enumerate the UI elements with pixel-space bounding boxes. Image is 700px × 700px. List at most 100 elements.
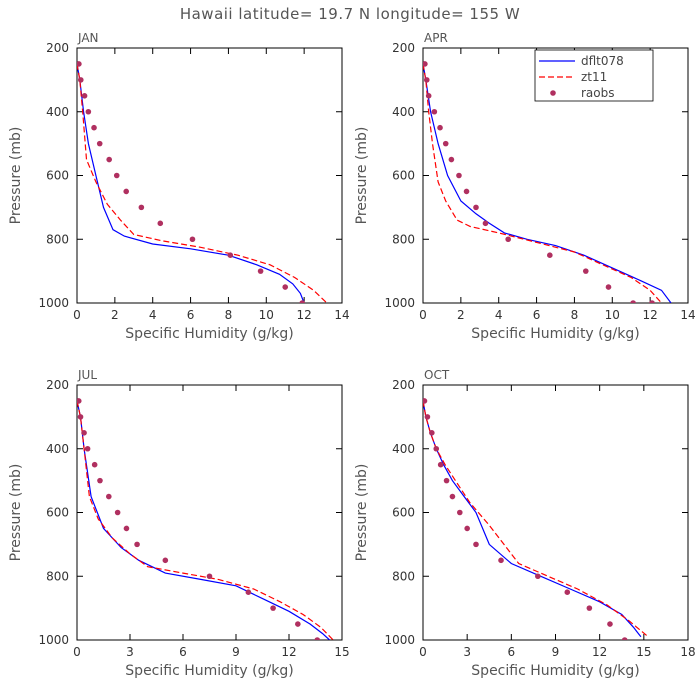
data-point-raobs [564,589,571,595]
data-point-raobs [535,573,541,580]
panel-title: OCT [424,368,450,382]
series-line-dflt078 [77,63,305,303]
data-point-raobs [621,637,628,640]
data-point-raobs [91,461,98,468]
series-raobs [423,398,628,640]
y-tick-label: 1000 [38,296,69,310]
legend: dflt078 zt11 raobs [534,49,654,102]
y-tick-label: 1000 [384,296,415,310]
data-point-raobs [423,398,428,404]
x-tick-label: 15 [636,645,651,659]
y-tick-label: 1000 [384,633,415,647]
series-line-zt11 [77,63,328,303]
x-tick-label: 6 [508,645,516,659]
panel-oct: OCT 0 3 6 9 12 15 18 200 400 600 800 1000 Specific Hu… [354,368,696,679]
data-point-raobs [123,188,130,195]
data-point-raobs [505,236,511,243]
x-tick-label: 4 [149,308,157,322]
x-tick-label: 12 [297,308,312,322]
x-tick-label: 3 [126,645,134,659]
series-dflt078 [77,63,305,303]
data-point-raobs [456,172,462,179]
data-point-raobs [498,557,504,564]
data-point-raobs [113,172,120,179]
series-line-zt11 [77,400,334,640]
data-point-raobs [77,398,82,404]
data-point-raobs [138,204,145,211]
y-tick-label: 800 [46,569,69,583]
series-line-dflt078 [423,63,672,303]
data-point-raobs [314,637,321,640]
data-point-raobs [425,93,432,99]
data-point-raobs [96,140,103,147]
y-tick-label: 400 [46,105,69,119]
x-tick-label: 0 [419,645,427,659]
panel-title: APR [424,31,448,45]
data-point-raobs [482,220,489,227]
x-tick-label: 2 [111,308,119,322]
data-point-raobs [605,284,612,290]
y-tick-label: 200 [392,41,415,55]
x-tick-label: 0 [73,308,81,322]
panel-title: JAN [77,31,99,45]
x-tick-label: 12 [643,308,658,322]
data-point-raobs [97,477,103,484]
data-point-raobs [463,188,470,195]
legend-label-raobs: raobs [581,86,615,100]
series-raobs [77,61,306,303]
y-tick-label: 600 [46,506,69,520]
data-point-raobs [157,220,164,227]
x-axis-label: Specific Humidity (g/kg) [471,663,639,679]
x-tick-label: 0 [419,308,427,322]
data-point-raobs [270,605,276,611]
x-tick-label: 6 [187,308,195,322]
y-tick-label: 800 [392,232,415,246]
x-tick-label: 6 [533,308,541,322]
y-axis-label: Pressure (mb) [8,464,24,562]
y-tick-label: 400 [46,442,69,456]
data-point-raobs [206,573,213,580]
x-tick-label: 12 [281,645,296,659]
y-tick-label: 200 [46,41,69,55]
y-tick-label: 400 [392,105,415,119]
data-point-raobs [77,414,84,420]
data-point-raobs [457,509,463,516]
series-raobs [423,61,655,303]
series-zt11 [423,63,662,303]
data-point-raobs [649,300,655,303]
x-tick-label: 15 [334,645,349,659]
x-tick-label: 6 [179,645,187,659]
data-point-raobs [282,284,289,290]
data-point-raobs [630,300,636,303]
series-dflt078 [77,400,331,640]
data-point-raobs [433,445,440,452]
data-point-raobs [227,252,234,258]
data-point-raobs [295,621,301,627]
x-tick-label: 4 [495,308,503,322]
data-point-raobs [123,525,130,532]
x-tick-label: 12 [592,645,607,659]
data-point-raobs [134,541,140,548]
data-point-raobs [431,108,438,115]
data-point-raobs [81,430,87,436]
data-point-raobs [91,124,97,131]
x-tick-label: 14 [680,308,695,322]
y-tick-label: 800 [392,569,415,583]
panel-jan: JAN 0 2 4 6 8 10 12 14 200 400 600 800 1000 Specific H… [8,31,350,342]
legend-label-zt11: zt11 [581,70,607,84]
x-tick-label: 0 [73,645,81,659]
x-axis-label: Specific Humidity (g/kg) [125,326,293,342]
data-point-raobs [257,268,264,274]
data-point-raobs [106,493,112,500]
y-tick-label: 600 [392,169,415,183]
data-point-raobs [464,525,470,532]
data-point-raobs [443,477,450,484]
data-point-raobs [85,108,92,115]
y-tick-label: 800 [46,232,69,246]
y-axis-label: Pressure (mb) [354,464,370,562]
data-point-raobs [299,300,306,303]
series-line-zt11 [423,400,649,638]
series-line-zt11 [423,63,662,303]
